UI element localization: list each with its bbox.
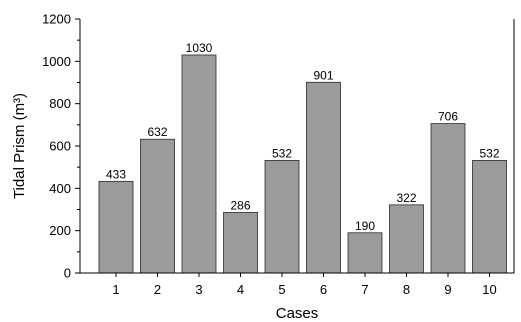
x-ticks-layer: 1 2 3 4 5 6 7 8 9 10 [112,273,497,297]
y-tick-label: 1200 [42,12,71,27]
data-label-case-8: 322 [396,191,416,205]
x-axis-title: Cases [276,305,319,322]
y-tick-label: 1000 [42,54,71,69]
x-tick-label: 4 [237,282,244,297]
data-label-case-9: 706 [438,110,458,124]
x-tick-label: 8 [403,282,410,297]
data-label-case-5: 532 [272,146,292,160]
bar-case-3 [181,54,217,274]
bar-case-7 [347,232,383,274]
bar-case-8 [389,204,424,274]
y-tick-label: 200 [49,223,71,238]
y-tick-label: 600 [49,139,71,154]
bar-case-5 [264,159,300,274]
y-ticks-layer: 0 200 400 600 800 1000 1200 [42,12,80,281]
x-tick-label: 1 [112,282,119,297]
data-label-case-1: 433 [106,167,126,181]
data-label-case-7: 190 [355,219,375,233]
bar-case-2 [140,138,175,274]
bar-case-10 [472,159,507,274]
data-label-case-3: 1030 [186,41,213,55]
y-tick-label: 800 [49,96,71,111]
x-tick-label: 6 [320,282,327,297]
y-tick-label: 0 [64,266,71,281]
x-tick-label: 10 [482,282,496,297]
y-tick-label: 400 [49,181,71,196]
bar-case-4 [223,212,258,274]
x-tick-label: 5 [278,282,285,297]
x-tick-label: 9 [444,282,451,297]
x-tick-label: 2 [154,282,161,297]
bar-case-9 [430,123,466,274]
y-axis-title: Tidal Prism (m³) [11,93,28,199]
data-label-case-2: 632 [147,125,167,139]
x-tick-label: 3 [195,282,202,297]
bar-case-6 [306,81,341,274]
data-label-case-6: 901 [313,68,333,82]
x-tick-label: 7 [361,282,368,297]
data-label-case-4: 286 [230,198,250,212]
bar-case-1 [98,180,134,274]
bars-layer [98,54,507,274]
data-label-case-10: 532 [479,146,499,160]
data-labels-layer: 433 632 1030 286 532 901 190 322 706 532 [106,41,500,233]
